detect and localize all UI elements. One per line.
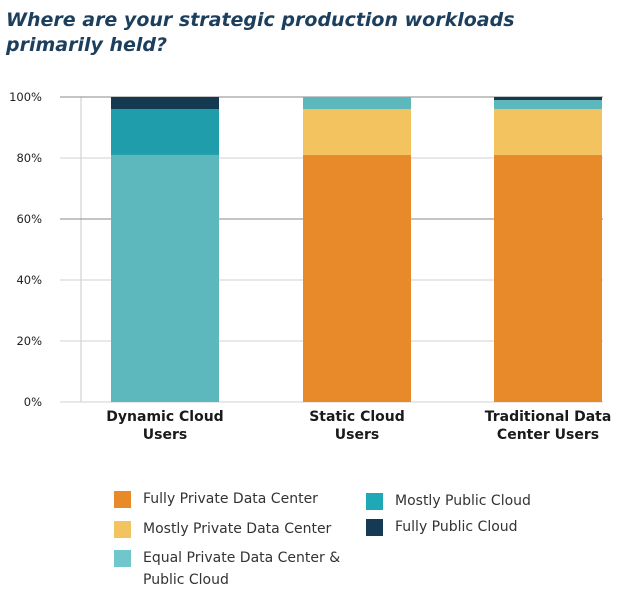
y-tick-label: 100% xyxy=(9,90,42,104)
x-category-label: Traditional Data Center Users xyxy=(485,409,612,443)
bar-segment xyxy=(111,109,219,155)
legend-swatch xyxy=(366,493,383,510)
bar-segment xyxy=(303,97,411,110)
bar-segment xyxy=(494,154,602,402)
legend-label: Fully Public Cloud xyxy=(395,519,518,535)
legend-label: Mostly Public Cloud xyxy=(395,493,531,509)
stacked-bar-chart: 0% 20% 40% 60% 80% 100% Dynamic Cloud Users Stat… xyxy=(9,90,612,443)
bar-segment xyxy=(494,97,602,101)
x-category-label: Static Cloud Users xyxy=(309,409,405,443)
legend-label: Fully Private Data Center xyxy=(143,491,318,507)
legend-item-mostly-public: Mostly Public Cloud xyxy=(366,492,531,512)
bar-segment xyxy=(494,109,602,155)
y-tick-label: 20% xyxy=(16,334,42,348)
legend-swatch xyxy=(114,550,131,567)
legend-item-fully-private: Fully Private Data Center xyxy=(114,490,318,510)
y-tick-label: 40% xyxy=(16,273,42,287)
y-tick-label: 80% xyxy=(16,151,42,165)
legend-label: Mostly Private Data Center xyxy=(143,521,332,537)
x-category-label: Dynamic Cloud Users xyxy=(106,409,223,443)
legend-swatch xyxy=(366,519,383,536)
bar-segment xyxy=(111,97,219,110)
bar-segment xyxy=(111,154,219,402)
chart-title: Where are your strategic production work… xyxy=(6,9,515,56)
y-tick-label: 60% xyxy=(16,212,42,226)
legend-item-mostly-private: Mostly Private Data Center xyxy=(114,520,331,540)
y-tick-label: 0% xyxy=(24,395,42,409)
legend-item-equal: Equal Private Data Center & Public Cloud xyxy=(114,549,343,591)
bar-segment xyxy=(494,100,602,110)
legend-swatch xyxy=(114,491,131,508)
legend-swatch xyxy=(114,521,131,538)
legend-item-fully-public: Fully Public Cloud xyxy=(366,518,518,538)
legend-label: Equal Private Data Center & Public Cloud xyxy=(143,550,341,588)
bar-segment xyxy=(303,154,411,402)
bar-segment xyxy=(303,109,411,155)
